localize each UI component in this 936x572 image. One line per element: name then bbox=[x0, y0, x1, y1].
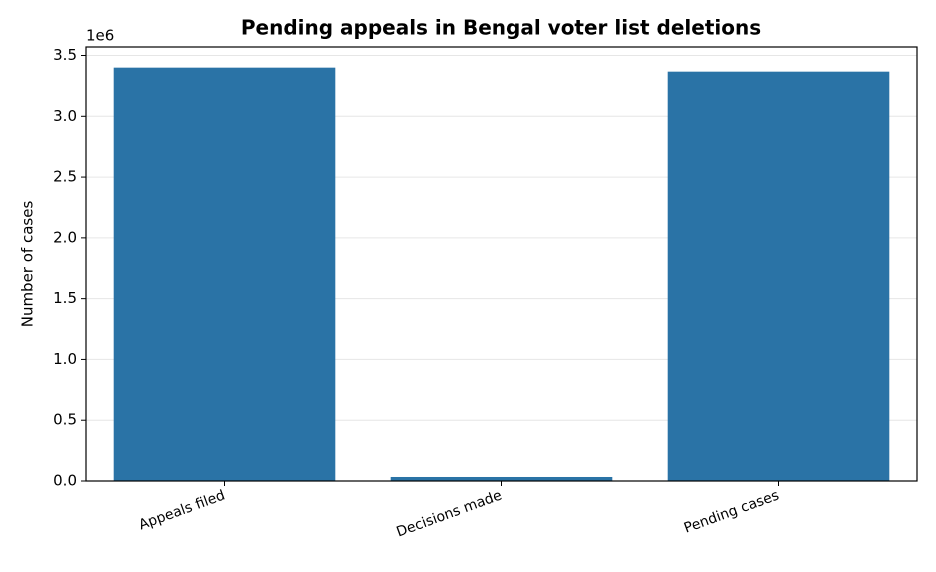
bar bbox=[390, 476, 613, 481]
y-tick-label: 0.5 bbox=[53, 411, 77, 429]
y-tick-label: 0.0 bbox=[53, 472, 77, 490]
y-tick-label: 2.5 bbox=[53, 168, 77, 186]
y-axis-label: Number of cases bbox=[19, 201, 37, 328]
x-tick-label: Pending cases bbox=[682, 487, 781, 536]
x-tick-label: Appeals filed bbox=[137, 487, 227, 533]
y-tick-label: 3.0 bbox=[53, 107, 77, 125]
bar bbox=[667, 71, 890, 481]
plot-frame bbox=[85, 46, 918, 482]
x-tick-label: Decisions made bbox=[394, 487, 504, 540]
y-tick-label: 3.5 bbox=[53, 46, 77, 64]
bar bbox=[113, 67, 336, 482]
y-tick-label: 1.5 bbox=[53, 289, 77, 307]
y-tick-label: 1.0 bbox=[53, 350, 77, 368]
chart-title: Pending appeals in Bengal voter list del… bbox=[241, 16, 761, 40]
y-offset-label: 1e6 bbox=[86, 27, 114, 45]
y-tick-label: 2.0 bbox=[53, 228, 77, 246]
